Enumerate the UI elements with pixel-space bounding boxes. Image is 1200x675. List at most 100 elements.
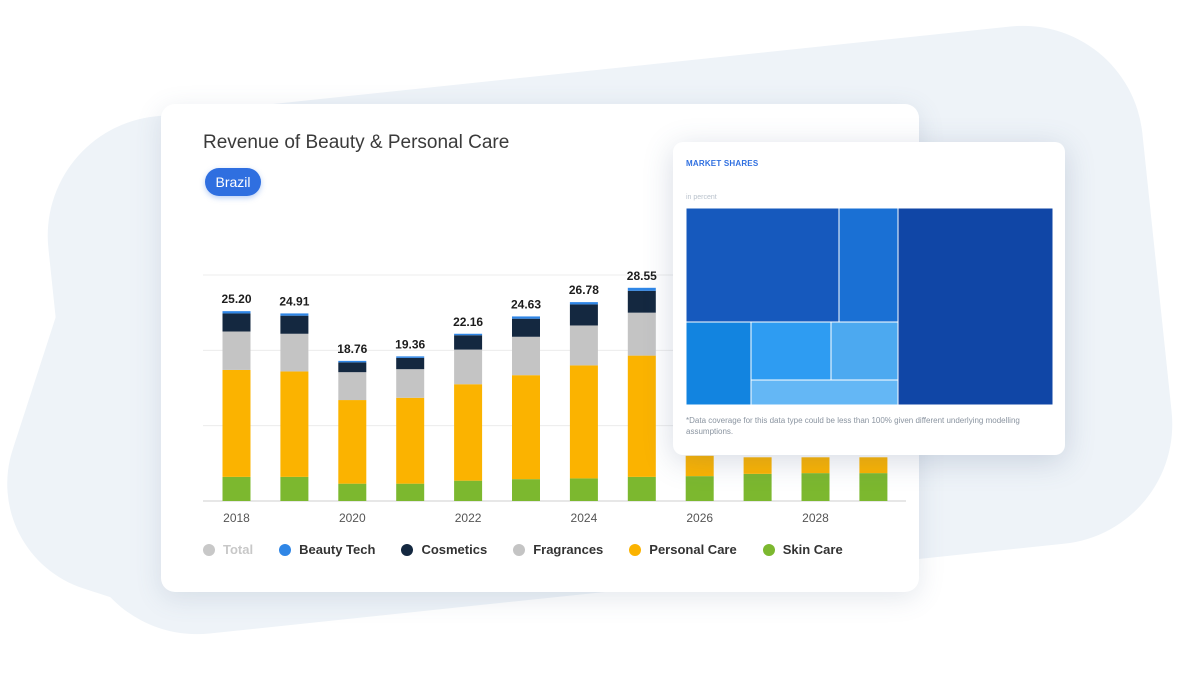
bar-segment-personal-care [801,457,830,474]
bar-segment-cosmetics [280,315,309,334]
treemap-cell[interactable] [686,321,752,405]
legend-item-cosmetics[interactable]: Cosmetics [401,542,487,557]
bar-stack-2022[interactable] [454,333,483,501]
legend-label-skin-care: Skin Care [782,542,843,557]
bar-segment-cosmetics [338,362,367,373]
market-shares-title: MARKET SHARES [686,159,759,168]
bar-segment-personal-care [396,397,425,484]
bar-stack-2019[interactable] [280,313,309,501]
treemap-cell[interactable] [750,379,899,405]
bar-segment-skin-care [454,480,483,501]
bar-segment-skin-care [569,478,598,501]
bar-segment-cosmetics [627,290,656,313]
bar-segment-fragrances [569,325,598,366]
bar-segment-fragrances [512,336,540,376]
bar-total-label: 22.16 [453,315,483,329]
market-shares-popup: MARKET SHARES in percent *Data coverage … [673,142,1065,455]
bar-segment-skin-care [280,476,309,501]
x-tick-label: 2026 [686,511,713,525]
treemap-cell[interactable] [838,208,899,323]
bar-segment-beauty-tech [512,316,540,319]
bar-segment-personal-care [338,400,367,484]
bar-segment-beauty-tech [396,356,425,358]
bar-total-label: 19.36 [395,337,425,351]
bar-segment-beauty-tech [454,333,483,336]
treemap-cell[interactable] [750,321,832,381]
legend-dot-skin-care [762,543,775,556]
bar-segment-fragrances [396,369,425,398]
bar-segment-personal-care [859,457,888,474]
bar-segment-fragrances [627,312,656,356]
bar-stack-2026[interactable] [685,455,714,501]
bar-segment-fragrances [222,331,251,370]
x-tick-label: 2018 [223,511,250,525]
bar-segment-cosmetics [222,313,251,332]
bar-total-label: 28.55 [627,269,657,283]
bar-segment-skin-care [801,473,830,501]
legend-item-skin-care[interactable]: Skin Care [762,542,843,557]
market-shares-subtitle: in percent [686,194,717,201]
x-tick-label: 2024 [571,511,598,525]
bar-stack-2029[interactable] [859,457,888,501]
legend-item-personal-care[interactable]: Personal Care [629,542,737,557]
bar-segment-cosmetics [454,335,483,350]
bar-segment-skin-care [743,473,772,501]
x-tick-label: 2028 [802,511,829,525]
legend-item-total[interactable]: Total [203,542,253,557]
treemap-cell[interactable] [830,321,899,381]
bar-segment-beauty-tech [222,311,251,314]
legend-dot-cosmetics [401,543,414,556]
bar-segment-beauty-tech [569,302,598,305]
bar-segment-cosmetics [569,304,598,326]
bar-total-label: 26.78 [569,283,599,297]
bar-stack-2027[interactable] [743,457,772,501]
bar-stack-2028[interactable] [801,457,830,501]
legend-label-cosmetics: Cosmetics [421,542,488,557]
bar-stack-2025[interactable] [627,287,656,501]
bar-segment-skin-care [396,483,425,501]
bar-segment-beauty-tech [280,313,309,316]
bar-total-label: 25.20 [221,292,251,306]
bar-segment-personal-care [512,375,540,480]
legend-dot-beauty-tech [279,543,292,556]
bar-total-label: 18.76 [337,342,367,356]
bar-segment-skin-care [222,476,251,501]
bar-stack-2024[interactable] [569,302,598,501]
treemap-cell[interactable] [686,208,840,323]
treemap-cell[interactable] [897,208,1053,405]
bar-segment-skin-care [859,473,888,501]
legend-dot-total [203,543,215,556]
bar-segment-skin-care [512,479,540,501]
x-tick-label: 2022 [455,511,482,525]
legend-item-beauty-tech[interactable]: Beauty Tech [279,542,375,557]
bar-segment-fragrances [454,349,483,385]
bar-total-label: 24.91 [279,294,309,308]
chart-legend: Total Beauty Tech Cosmetics Fragrances P… [203,542,843,557]
legend-item-fragrances[interactable]: Fragrances [513,542,603,557]
bar-segment-cosmetics [396,357,425,370]
bar-segment-personal-care [569,365,598,479]
country-filter-chip[interactable]: Brazil [205,168,261,196]
legend-dot-fragrances [513,543,526,556]
market-shares-treemap [686,208,1053,405]
bar-stack-2020[interactable] [338,360,367,501]
legend-dot-personal-care [629,543,642,556]
bar-stack-2023[interactable] [512,316,540,501]
legend-label-beauty-tech: Beauty Tech [299,542,376,557]
bar-segment-skin-care [627,476,656,501]
bar-segment-personal-care [685,455,714,477]
bar-segment-beauty-tech [627,287,656,291]
bar-segment-cosmetics [512,318,540,337]
bar-segment-skin-care [685,476,714,501]
bar-segment-personal-care [743,457,772,474]
bar-stack-2021[interactable] [396,356,425,501]
bar-segment-fragrances [338,372,367,401]
bar-segment-personal-care [627,355,656,477]
bar-stack-2018[interactable] [222,311,251,501]
legend-label-total: Total [223,542,254,557]
bar-segment-fragrances [280,333,309,372]
legend-label-fragrances: Fragrances [533,542,604,557]
bar-total-label: 24.63 [511,297,541,311]
bar-segment-personal-care [280,371,309,477]
x-tick-label: 2020 [339,511,366,525]
